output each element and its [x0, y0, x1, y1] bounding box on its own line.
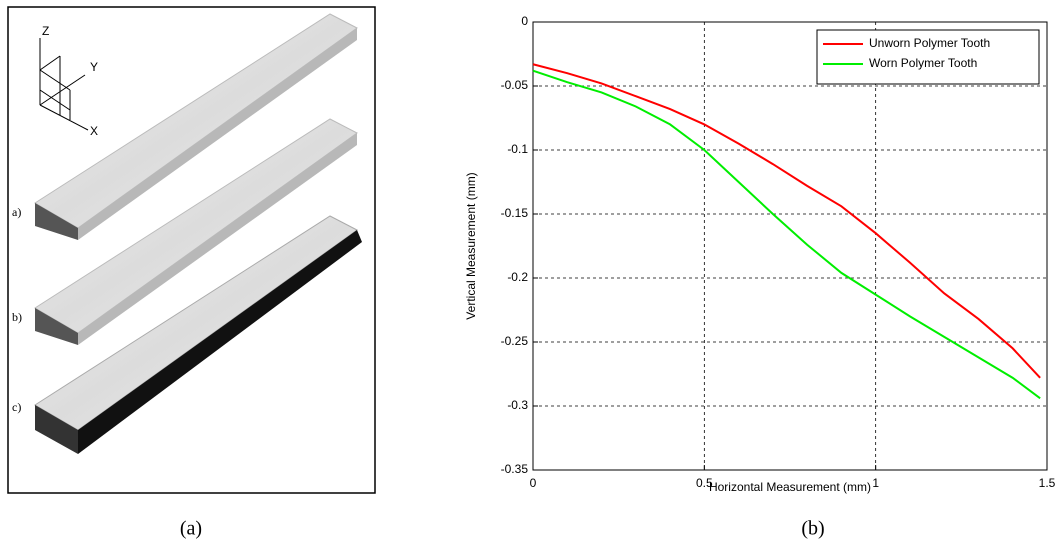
- figure: Z Y X a) b) c) (a) (b) Horizontal Measur…: [0, 0, 1064, 550]
- axis-label: Z: [42, 24, 49, 38]
- plot-area: [533, 22, 1047, 470]
- item-label: b): [12, 310, 22, 324]
- caption: (a): [180, 518, 202, 540]
- y-tick-label: 0: [521, 14, 528, 28]
- item-label: c): [12, 400, 21, 414]
- y-tick-label: -0.3: [507, 398, 528, 412]
- x-axis-title: Horizontal Measurement (mm): [709, 480, 871, 494]
- x-tick-label: 0.5: [696, 476, 713, 490]
- x-tick-label: 1.5: [1039, 476, 1056, 490]
- x-tick-label: 1: [872, 476, 879, 490]
- y-axis-title: Vertical Measurement (mm): [464, 172, 478, 319]
- x-tick-label: 0: [530, 476, 537, 490]
- legend-label: Worn Polymer Tooth: [869, 56, 977, 70]
- y-tick-label: -0.35: [501, 462, 529, 476]
- axis-label: X: [90, 124, 98, 138]
- axis-label: Y: [90, 60, 98, 74]
- panel-a: Z Y X a) b) c) (a): [8, 7, 375, 540]
- y-tick-label: -0.25: [501, 334, 529, 348]
- y-tick-label: -0.1: [507, 142, 528, 156]
- legend-label: Unworn Polymer Tooth: [869, 36, 990, 50]
- caption: (b): [801, 518, 824, 540]
- y-tick-label: -0.05: [501, 78, 529, 92]
- item-label: a): [12, 205, 21, 219]
- y-tick-label: -0.2: [507, 270, 528, 284]
- y-tick-label: -0.15: [501, 206, 529, 220]
